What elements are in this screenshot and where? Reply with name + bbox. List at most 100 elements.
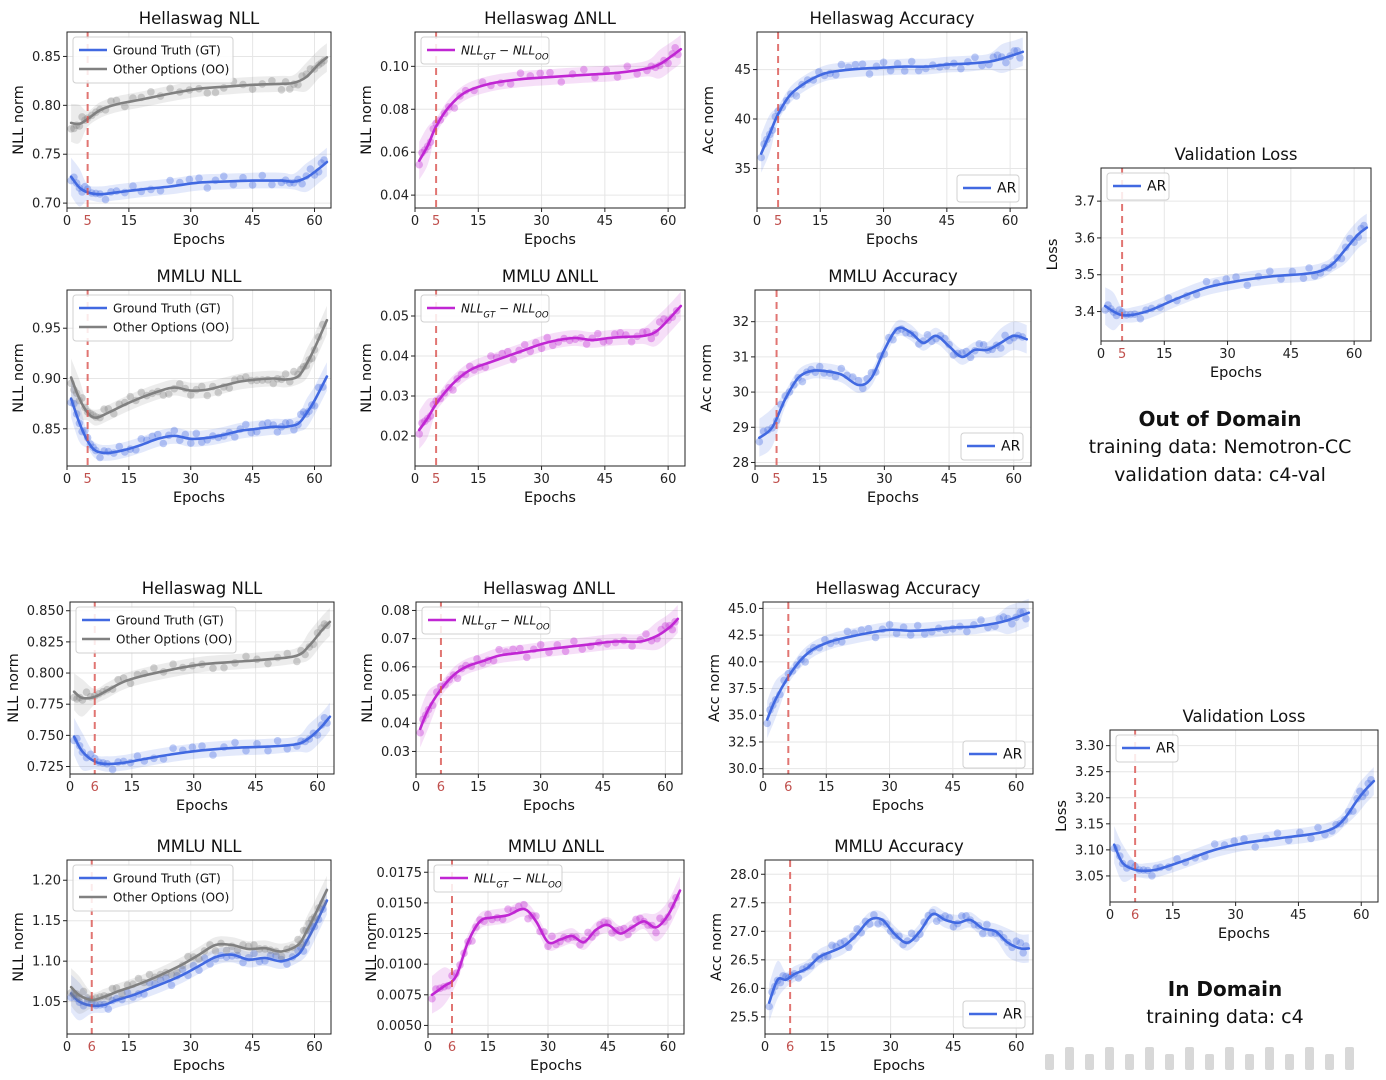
data-point [613,73,622,81]
tick-label-y: 3.15 [1075,817,1104,832]
tick-label-x: 60 [657,780,674,795]
legend-label: Other Options (OO) [113,321,229,335]
data-point [858,60,867,68]
watermark-bar [1245,1054,1254,1070]
data-point [757,153,765,162]
data-point [198,742,206,750]
data-point [154,430,162,439]
confidence-band [759,319,1027,457]
data-point [115,442,124,451]
chart-ood-mmlu-dnll: 0 15 30 45 60 5 0.02 0.03 0.04 0.05 MMLU ΔNLL Epoch… [359,267,686,506]
data-point [277,952,286,961]
series-line [417,304,683,432]
data-point [173,968,181,976]
tick-label-x: 0 [759,780,767,795]
plot-frame [66,31,332,209]
out-of-domain-train: training data: Nemotron-CC [1088,436,1352,458]
data-point [200,954,209,962]
tick-label-x: 60 [660,1040,677,1055]
data-point [892,629,901,638]
tick-label-y: 1.05 [32,995,61,1010]
plot-frame [66,859,332,1035]
data-point [159,439,168,448]
tick-label-x: 30 [532,780,549,795]
y-axis-label: Acc norm [707,654,723,722]
plot-frame [415,601,683,775]
tick-label-y: 0.725 [27,760,64,775]
confidence-band [71,875,327,1014]
tick-label-x: 30 [875,214,892,229]
tick-label-x: 60 [1002,214,1019,229]
data-point [983,920,991,929]
data-point [584,928,592,937]
tick-label-x: 0 [753,214,761,229]
confidence-band [432,876,680,1014]
tick-label-x: 45 [244,1040,261,1055]
tick-label-x: 30 [533,214,550,229]
tick-label-x: 60 [1346,347,1363,362]
data-point [1019,949,1027,957]
chart-id-hs-dnll: 0 15 30 45 60 6 0.03 0.04 0.05 0.06 0.07 0.08 Hellas… [360,579,683,814]
tick-label-y: 3.6 [1074,231,1095,246]
data-point [101,195,110,204]
data-point [211,947,220,955]
legend-label: AR [1001,439,1021,455]
data-point [977,616,985,624]
data-point [268,77,276,85]
marker-tick-label: 5 [1118,347,1126,362]
tick-label-x: 0 [1097,347,1105,362]
tick-label-y: 0.03 [380,390,409,405]
tick-label-y: 1.10 [32,955,61,970]
chart-id-hs-nll: 0 15 30 45 60 6 0.725 0.750 0.775 0.800 0.825 0.850… [6,579,335,814]
legend-label: Ground Truth (GT) [116,614,224,628]
tick-label-x: 0 [66,780,74,795]
data-point [248,85,257,93]
data-point [647,334,656,343]
data-point [832,71,840,79]
tick-label-y: 0.0125 [377,927,423,942]
tick-label-y: 0.08 [380,103,409,118]
data-point [602,66,611,74]
legend-box [72,294,234,342]
data-point [159,391,168,399]
data-point [1164,294,1173,302]
series-line [1112,779,1376,873]
legend-label: NLLGT − NLLOO [461,44,549,63]
legend-box [421,606,551,635]
data-point [913,621,922,630]
tick-label-x: 60 [1008,1040,1025,1055]
x-axis-label: Epochs [173,232,225,248]
data-point [137,435,146,443]
data-point [166,176,174,185]
data-point [971,53,979,62]
data-point [169,744,177,752]
series-line [765,611,1031,721]
chart-title: MMLU NLL [157,837,243,856]
tick-label-y: 1.20 [32,874,61,889]
data-point [594,329,602,338]
data-point [536,640,545,649]
tick-label-x: 0 [424,1040,432,1055]
tick-label-x: 30 [533,472,550,487]
data-point [167,970,176,979]
x-axis-label: Epochs [866,232,918,248]
tick-label-x: 0 [63,214,71,229]
series-line [69,56,329,126]
data-point [837,60,846,69]
in-domain-label: In Domain training data: c4 [1075,975,1375,1031]
data-point [1002,58,1010,67]
series-line [69,375,329,455]
data-point [792,92,801,100]
tick-label-y: 0.0050 [377,1019,423,1034]
y-axis-label: NLL norm [360,653,376,723]
watermark-bar [1205,1054,1214,1070]
series-line [758,326,1028,440]
data-point [798,377,807,386]
data-point [495,645,503,654]
x-axis-label: Epochs [176,798,228,814]
tick-label-y: 3.5 [1074,268,1095,283]
watermark-bar [1225,1047,1234,1070]
data-point [416,728,425,737]
data-point [211,88,220,97]
data-point [656,914,664,923]
